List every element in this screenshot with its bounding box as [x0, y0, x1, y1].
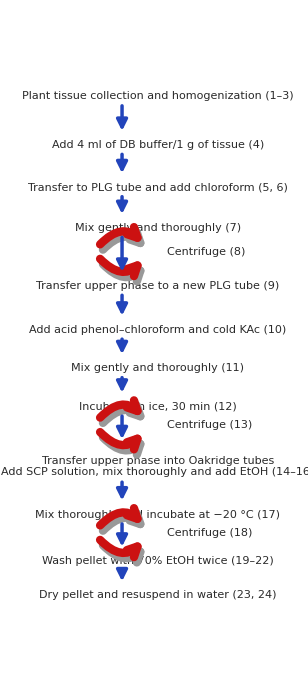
Text: Mix gently and thoroughly (7): Mix gently and thoroughly (7): [75, 223, 241, 233]
Text: Transfer upper phase to a new PLG tube (9): Transfer upper phase to a new PLG tube (…: [36, 281, 279, 291]
Text: Centrifuge (13): Centrifuge (13): [168, 420, 253, 430]
Text: Add acid phenol–chloroform and cold KAc (10): Add acid phenol–chloroform and cold KAc …: [29, 325, 286, 335]
Text: Transfer to PLG tube and add chloroform (5, 6): Transfer to PLG tube and add chloroform …: [28, 182, 288, 192]
Text: Incubate on ice, 30 min (12): Incubate on ice, 30 min (12): [79, 401, 237, 412]
Text: Add 4 ml of DB buffer/1 g of tissue (4): Add 4 ml of DB buffer/1 g of tissue (4): [52, 140, 264, 150]
Text: Mix gently and thoroughly (11): Mix gently and thoroughly (11): [71, 363, 244, 373]
Text: Transfer upper phase into Oakridge tubes
Add SCP solution, mix thoroughly and ad: Transfer upper phase into Oakridge tubes…: [1, 456, 308, 477]
Text: Centrifuge (18): Centrifuge (18): [168, 527, 253, 538]
Text: Plant tissue collection and homogenization (1–3): Plant tissue collection and homogenizati…: [22, 91, 294, 101]
Text: Wash pellet with 70% EtOH twice (19–22): Wash pellet with 70% EtOH twice (19–22): [42, 556, 274, 566]
Text: Mix thoroughly and incubate at −20 °C (17): Mix thoroughly and incubate at −20 °C (1…: [35, 510, 280, 519]
Text: Centrifuge (8): Centrifuge (8): [168, 247, 246, 257]
Text: Dry pellet and resuspend in water (23, 24): Dry pellet and resuspend in water (23, 2…: [39, 590, 277, 600]
